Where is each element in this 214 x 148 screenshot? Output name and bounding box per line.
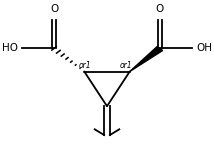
- Polygon shape: [130, 46, 163, 71]
- Text: O: O: [50, 4, 58, 14]
- Text: or1: or1: [78, 61, 91, 70]
- Text: HO: HO: [2, 44, 18, 53]
- Text: or1: or1: [119, 61, 132, 70]
- Text: O: O: [156, 4, 164, 14]
- Text: OH: OH: [196, 44, 212, 53]
